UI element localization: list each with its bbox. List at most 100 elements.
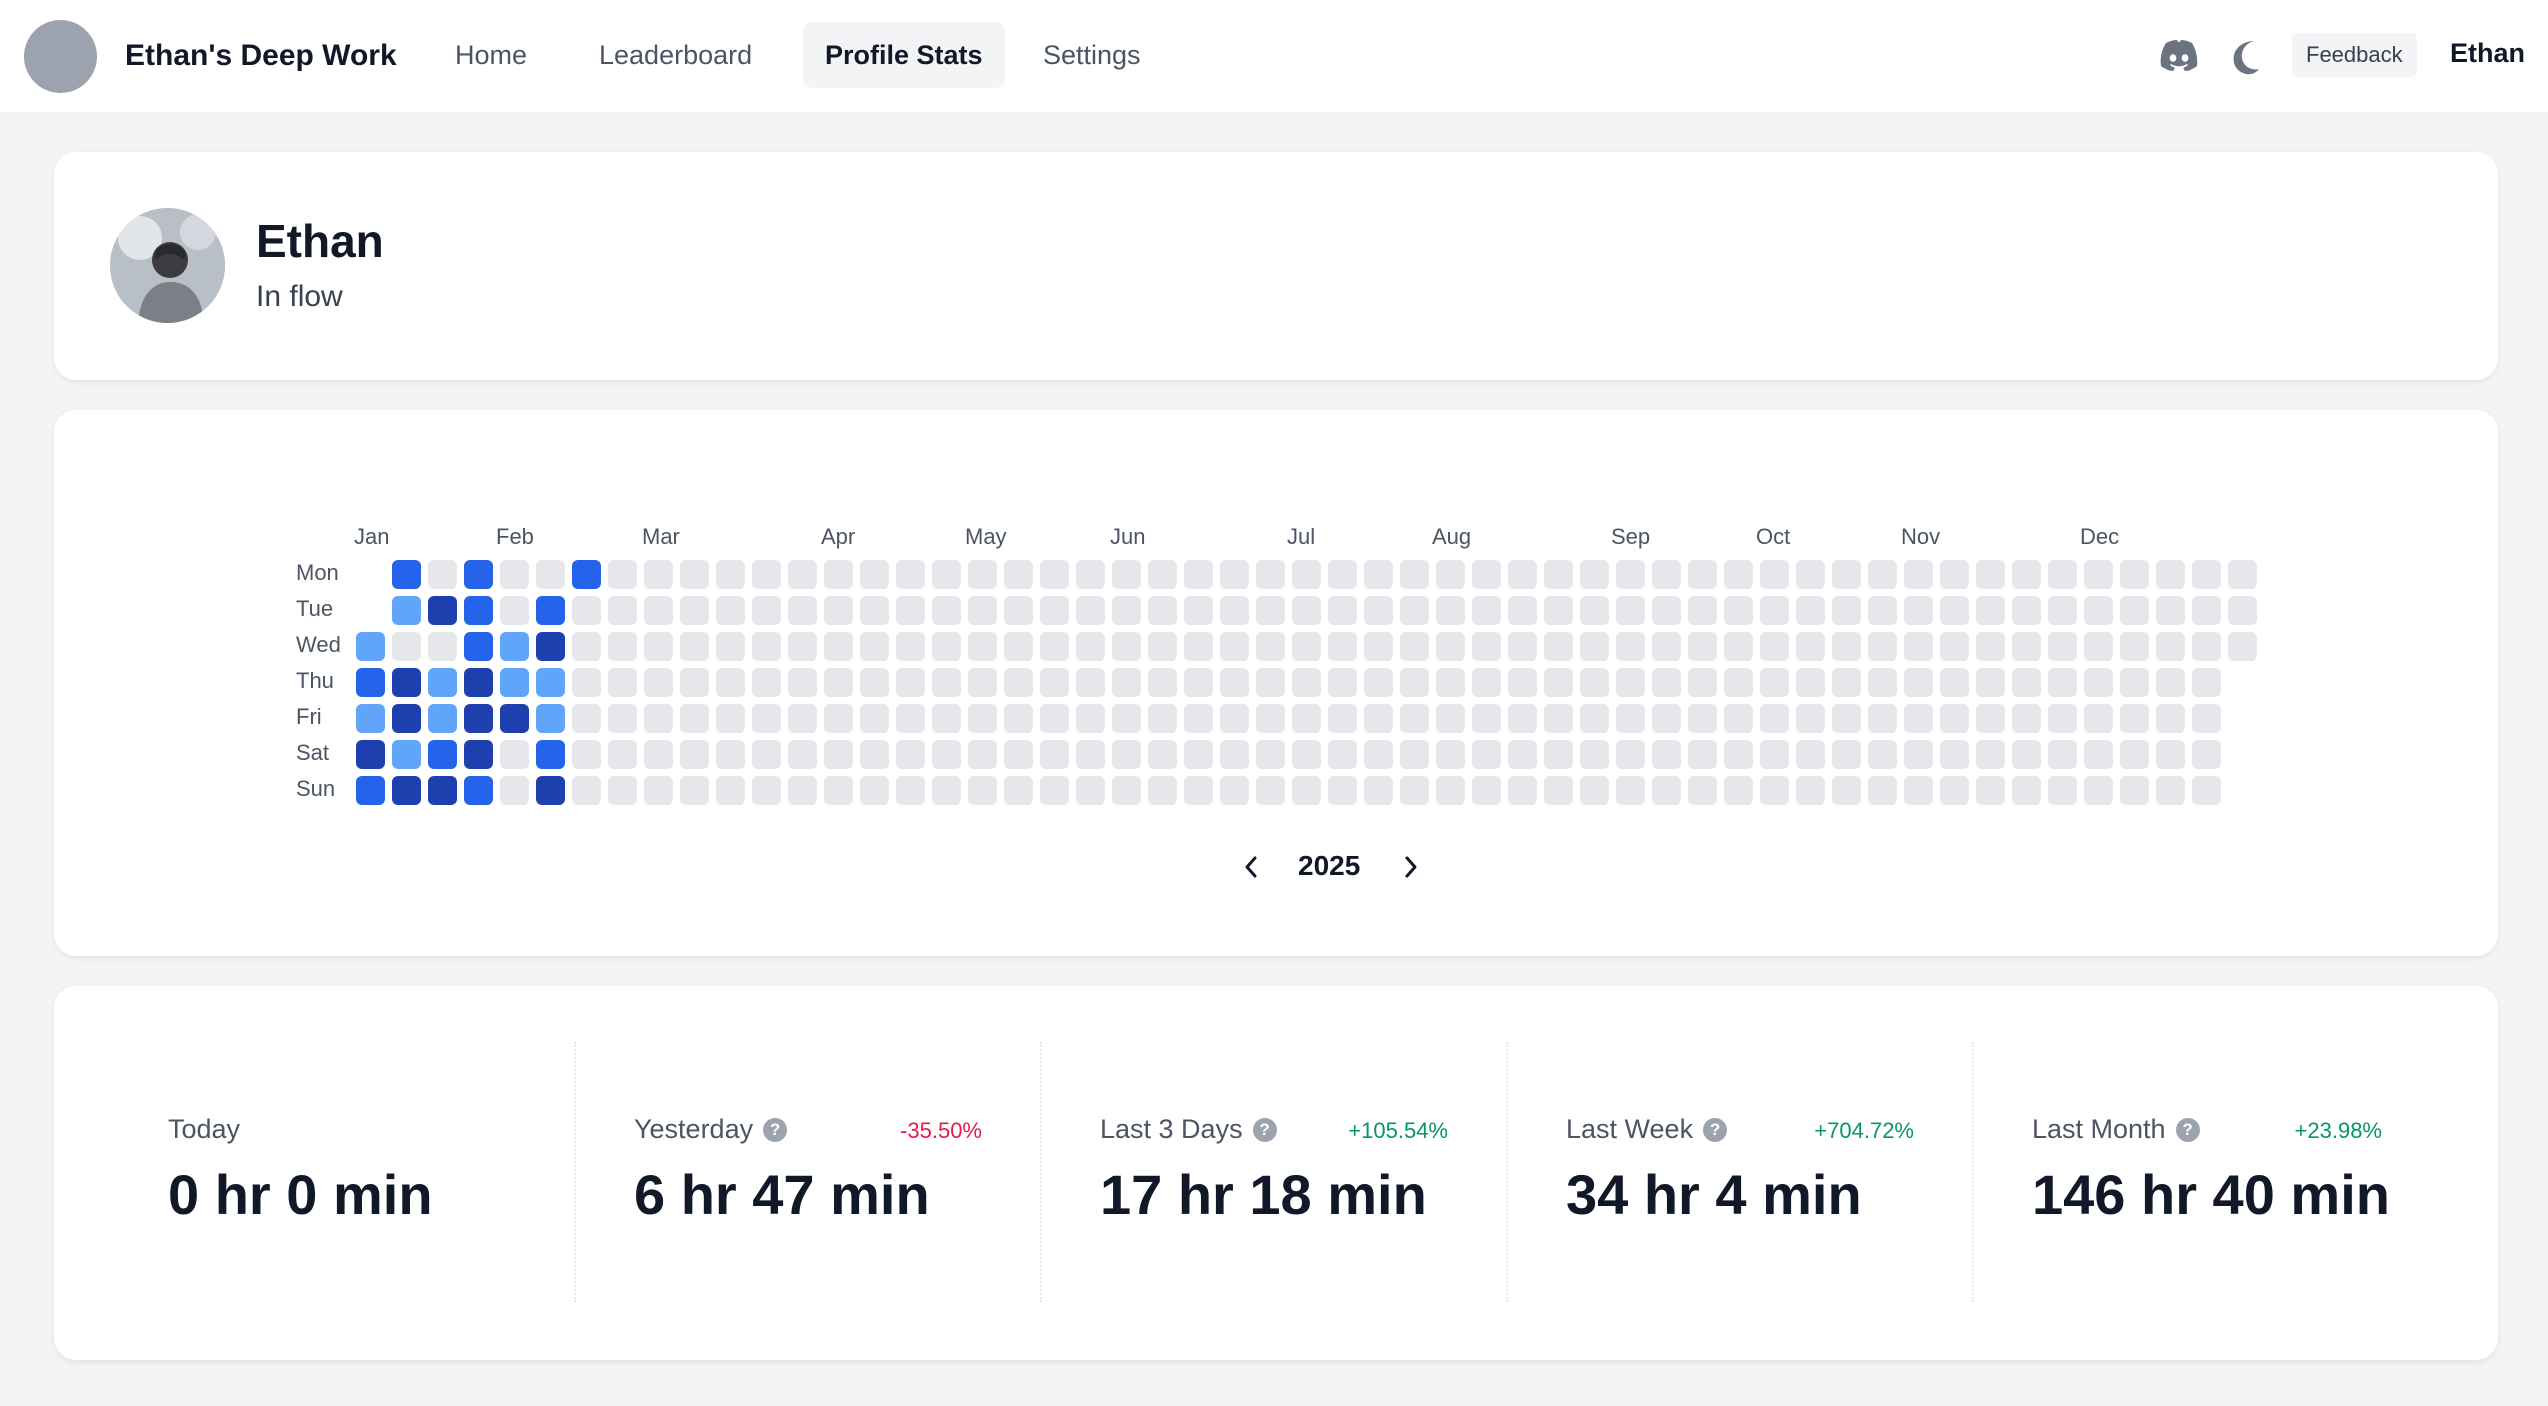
heatmap-cell[interactable]	[788, 596, 817, 625]
heatmap-cell[interactable]	[464, 596, 493, 625]
heatmap-cell[interactable]	[1184, 776, 1213, 805]
heatmap-cell[interactable]	[1328, 560, 1357, 589]
heatmap-cell[interactable]	[932, 740, 961, 769]
heatmap-cell[interactable]	[1364, 632, 1393, 661]
heatmap-cell[interactable]	[1256, 776, 1285, 805]
heatmap-cell[interactable]	[824, 668, 853, 697]
heatmap-cell[interactable]	[572, 740, 601, 769]
heatmap-cell[interactable]	[392, 596, 421, 625]
heatmap-cell[interactable]	[2012, 668, 2041, 697]
heatmap-cell[interactable]	[1544, 776, 1573, 805]
heatmap-cell[interactable]	[788, 776, 817, 805]
heatmap-cell[interactable]	[464, 632, 493, 661]
heatmap-cell[interactable]	[1796, 776, 1825, 805]
heatmap-cell[interactable]	[1004, 560, 1033, 589]
heatmap-cell[interactable]	[1940, 668, 1969, 697]
heatmap-cell[interactable]	[824, 560, 853, 589]
heatmap-cell[interactable]	[968, 704, 997, 733]
heatmap-cell[interactable]	[1004, 668, 1033, 697]
heatmap-cell[interactable]	[1724, 776, 1753, 805]
heatmap-cell[interactable]	[1688, 632, 1717, 661]
heatmap-cell[interactable]	[752, 632, 781, 661]
heatmap-cell[interactable]	[1868, 632, 1897, 661]
brand-title[interactable]: Ethan's Deep Work	[125, 39, 397, 72]
heatmap-cell[interactable]	[1940, 776, 1969, 805]
heatmap-cell[interactable]	[2048, 704, 2077, 733]
heatmap-cell[interactable]	[1832, 668, 1861, 697]
heatmap-cell[interactable]	[1940, 596, 1969, 625]
heatmap-cell[interactable]	[1148, 704, 1177, 733]
heatmap-cell[interactable]	[500, 740, 529, 769]
heatmap-cell[interactable]	[896, 776, 925, 805]
nav-user-name[interactable]: Ethan	[2450, 38, 2526, 68]
heatmap-cell[interactable]	[1184, 668, 1213, 697]
heatmap-cell[interactable]	[1580, 560, 1609, 589]
heatmap-cell[interactable]	[788, 704, 817, 733]
heatmap-cell[interactable]	[1256, 668, 1285, 697]
heatmap-cell[interactable]	[1076, 704, 1105, 733]
heatmap-cell[interactable]	[1184, 704, 1213, 733]
heatmap-cell[interactable]	[1076, 632, 1105, 661]
heatmap-cell[interactable]	[1724, 632, 1753, 661]
heatmap-cell[interactable]	[1544, 632, 1573, 661]
heatmap-cell[interactable]	[1904, 740, 1933, 769]
heatmap-cell[interactable]	[1868, 596, 1897, 625]
heatmap-cell[interactable]	[1436, 704, 1465, 733]
heatmap-cell[interactable]	[1652, 632, 1681, 661]
heatmap-cell[interactable]	[2012, 560, 2041, 589]
heatmap-cell[interactable]	[1904, 668, 1933, 697]
heatmap-cell[interactable]	[1868, 560, 1897, 589]
heatmap-cell[interactable]	[968, 632, 997, 661]
heatmap-cell[interactable]	[1472, 560, 1501, 589]
heatmap-cell[interactable]	[1652, 776, 1681, 805]
heatmap-cell[interactable]	[1472, 632, 1501, 661]
heatmap-cell[interactable]	[1904, 704, 1933, 733]
heatmap-cell[interactable]	[1796, 596, 1825, 625]
heatmap-cell[interactable]	[608, 560, 637, 589]
heatmap-cell[interactable]	[1832, 740, 1861, 769]
heatmap-cell[interactable]	[1148, 632, 1177, 661]
heatmap-cell[interactable]	[1760, 740, 1789, 769]
heatmap-cell[interactable]	[1184, 740, 1213, 769]
heatmap-cell[interactable]	[608, 632, 637, 661]
heatmap-cell[interactable]	[1976, 560, 2005, 589]
heatmap-cell[interactable]	[1508, 740, 1537, 769]
heatmap-cell[interactable]	[1040, 596, 1069, 625]
heatmap-cell[interactable]	[2120, 776, 2149, 805]
heatmap-cell[interactable]	[752, 776, 781, 805]
heatmap-cell[interactable]	[1508, 776, 1537, 805]
heatmap-cell[interactable]	[608, 776, 637, 805]
heatmap-cell[interactable]	[1688, 704, 1717, 733]
heatmap-cell[interactable]	[1148, 776, 1177, 805]
heatmap-cell[interactable]	[2120, 740, 2149, 769]
heatmap-cell[interactable]	[1904, 632, 1933, 661]
heatmap-cell[interactable]	[680, 668, 709, 697]
heatmap-cell[interactable]	[2156, 776, 2185, 805]
heatmap-cell[interactable]	[788, 668, 817, 697]
heatmap-cell[interactable]	[1364, 596, 1393, 625]
heatmap-cell[interactable]	[932, 596, 961, 625]
heatmap-cell[interactable]	[1472, 596, 1501, 625]
heatmap-cell[interactable]	[500, 596, 529, 625]
heatmap-cell[interactable]	[716, 560, 745, 589]
heatmap-cell[interactable]	[2048, 740, 2077, 769]
heatmap-cell[interactable]	[2192, 776, 2221, 805]
heatmap-cell[interactable]	[2192, 740, 2221, 769]
heatmap-cell[interactable]	[1616, 740, 1645, 769]
heatmap-cell[interactable]	[1292, 776, 1321, 805]
heatmap-cell[interactable]	[2156, 596, 2185, 625]
heatmap-cell[interactable]	[1760, 596, 1789, 625]
heatmap-cell[interactable]	[2084, 560, 2113, 589]
heatmap-cell[interactable]	[1076, 740, 1105, 769]
heatmap-cell[interactable]	[608, 668, 637, 697]
heatmap-cell[interactable]	[1004, 596, 1033, 625]
heatmap-cell[interactable]	[2120, 596, 2149, 625]
heatmap-cell[interactable]	[1544, 596, 1573, 625]
heatmap-cell[interactable]	[1328, 740, 1357, 769]
heatmap-cell[interactable]	[1976, 704, 2005, 733]
heatmap-cell[interactable]	[1868, 776, 1897, 805]
heatmap-cell[interactable]	[356, 632, 385, 661]
heatmap-cell[interactable]	[1976, 668, 2005, 697]
heatmap-cell[interactable]	[1112, 704, 1141, 733]
heatmap-cell[interactable]	[2012, 632, 2041, 661]
